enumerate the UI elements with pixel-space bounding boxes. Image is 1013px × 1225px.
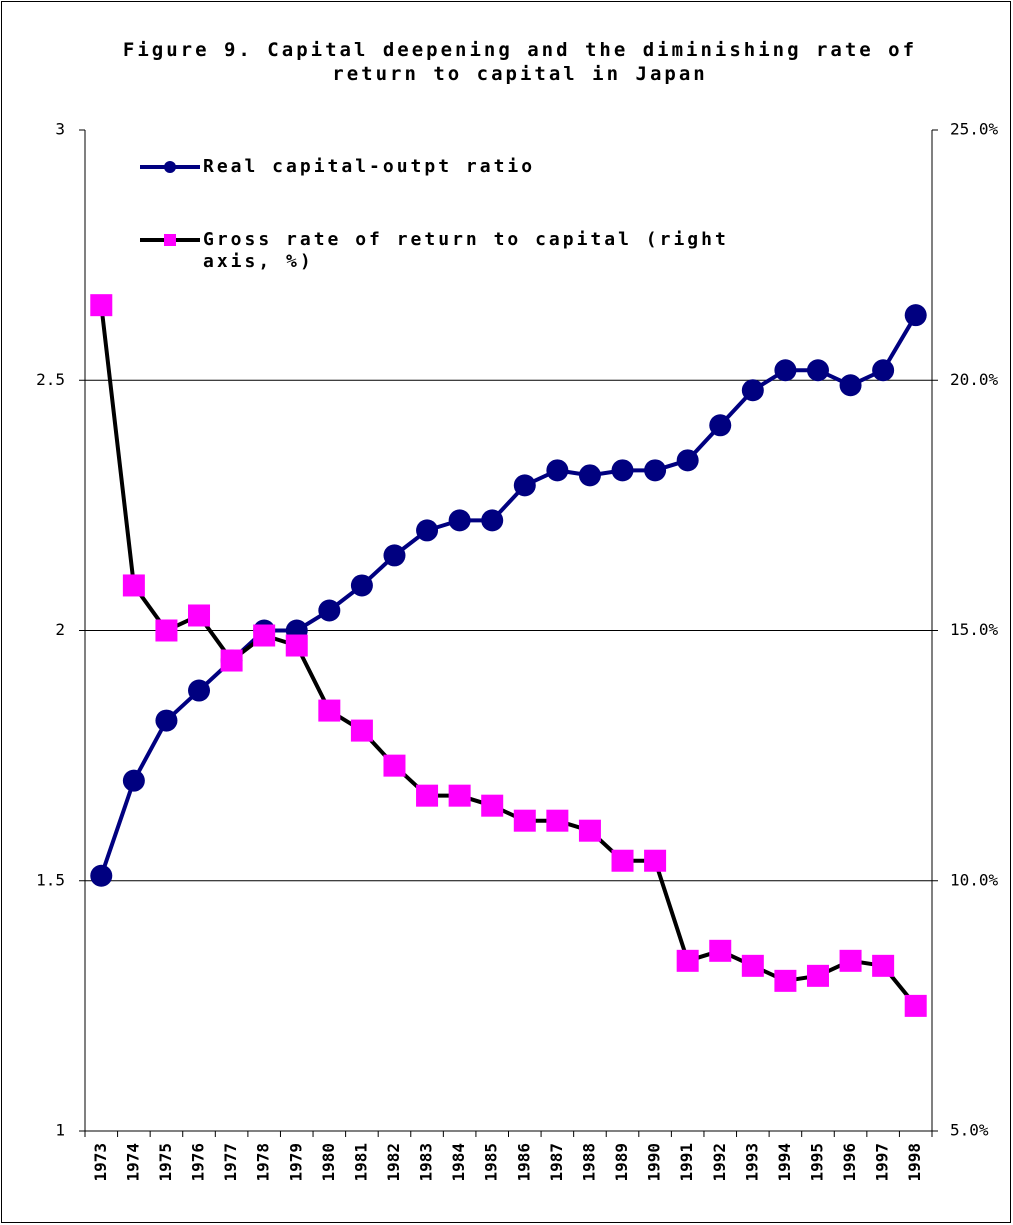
marker	[741, 379, 764, 402]
x-tick-label: 1994	[775, 1143, 794, 1182]
y-tick-label: 3	[55, 120, 65, 139]
marker	[709, 939, 732, 962]
marker	[806, 964, 829, 987]
marker	[90, 864, 113, 887]
x-tick-label: 1993	[742, 1143, 761, 1182]
marker	[383, 544, 406, 567]
x-tick-label: 1995	[807, 1143, 826, 1182]
marker	[578, 819, 601, 842]
marker	[611, 849, 634, 872]
marker	[872, 359, 895, 382]
y2-tick-label: 5.0%	[950, 1121, 989, 1140]
x-tick-label: 1973	[91, 1143, 110, 1182]
marker	[839, 374, 862, 397]
marker	[350, 719, 373, 742]
marker	[578, 464, 601, 487]
x-tick-label: 1992	[710, 1143, 729, 1182]
marker	[448, 509, 471, 532]
marker	[448, 784, 471, 807]
marker	[318, 599, 341, 622]
marker	[90, 294, 113, 317]
legend-label: Gross rate of return to capital (right a…	[203, 229, 729, 272]
marker	[318, 699, 341, 722]
x-tick-label: 1974	[123, 1143, 142, 1182]
marker	[774, 359, 797, 382]
marker	[611, 459, 634, 482]
y-tick-label: 2.5	[36, 370, 65, 389]
x-tick-label: 1979	[286, 1143, 305, 1182]
series-line	[99, 314, 918, 877]
x-tick-label: 1991	[677, 1143, 696, 1182]
y-tick-label: 2	[55, 620, 65, 639]
legend-marker	[164, 234, 176, 246]
marker	[350, 574, 373, 597]
x-tick-label: 1998	[905, 1143, 924, 1182]
marker	[676, 949, 699, 972]
y2-tick-label: 25.0%	[950, 120, 999, 139]
marker	[546, 459, 569, 482]
marker	[513, 809, 536, 832]
marker	[644, 849, 667, 872]
marker	[383, 754, 406, 777]
marker	[513, 474, 536, 497]
y-tick-label: 1	[55, 1121, 65, 1140]
marker	[644, 459, 667, 482]
x-tick-label: 1989	[612, 1143, 631, 1182]
x-tick-label: 1988	[579, 1143, 598, 1182]
x-tick-label: 1981	[351, 1143, 370, 1182]
marker	[122, 574, 145, 597]
y2-tick-label: 15.0%	[950, 620, 999, 639]
marker	[741, 954, 764, 977]
marker	[872, 954, 895, 977]
x-tick-label: 1996	[840, 1143, 859, 1182]
marker	[546, 809, 569, 832]
marker	[220, 649, 243, 672]
legend-marker	[164, 161, 176, 173]
marker	[416, 784, 439, 807]
chart-title: Figure 9. Capital deepening and the dimi…	[122, 39, 918, 85]
x-tick-label: 1983	[417, 1143, 436, 1182]
x-tick-label: 1977	[221, 1143, 240, 1182]
marker	[122, 769, 145, 792]
marker	[253, 624, 276, 647]
x-tick-label: 1997	[873, 1143, 892, 1182]
marker	[285, 634, 308, 657]
marker	[806, 359, 829, 382]
y2-tick-label: 10.0%	[950, 870, 999, 889]
marker	[774, 969, 797, 992]
x-tick-label: 1980	[319, 1143, 338, 1182]
x-tick-label: 1975	[156, 1143, 175, 1182]
marker	[188, 679, 211, 702]
y2-tick-label: 20.0%	[950, 370, 999, 389]
x-tick-label: 1987	[547, 1143, 566, 1182]
x-tick-label: 1984	[449, 1143, 468, 1182]
x-tick-label: 1990	[645, 1143, 664, 1182]
legend-label: Real capital-outpt ratio	[203, 156, 536, 177]
x-tick-label: 1978	[254, 1143, 273, 1182]
marker	[155, 709, 178, 732]
x-tick-label: 1986	[514, 1143, 533, 1182]
marker	[904, 994, 927, 1017]
marker	[481, 794, 504, 817]
marker	[839, 949, 862, 972]
x-tick-label: 1985	[482, 1143, 501, 1182]
marker	[904, 304, 927, 327]
marker	[676, 449, 699, 472]
x-tick-label: 1976	[189, 1143, 208, 1182]
y-tick-label: 1.5	[36, 870, 65, 889]
x-tick-label: 1982	[384, 1143, 403, 1182]
marker	[155, 619, 178, 642]
marker	[188, 604, 211, 627]
marker	[709, 414, 732, 437]
marker	[416, 519, 439, 542]
marker	[481, 509, 504, 532]
